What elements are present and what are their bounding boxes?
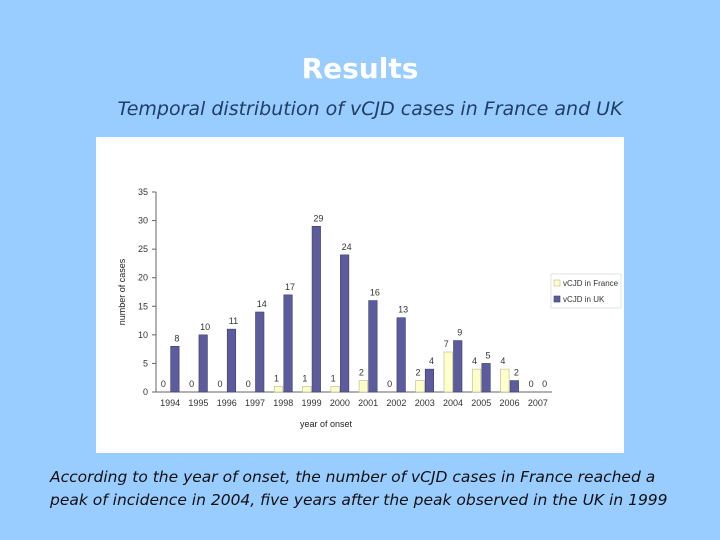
bar-uk (340, 254, 350, 393)
data-label-france: 0 (387, 379, 392, 389)
x-tick-label: 1996 (217, 398, 237, 408)
x-tick-label: 2007 (528, 398, 548, 408)
x-tick-label: 1999 (302, 398, 322, 408)
legend-label: vCJD in UK (563, 295, 605, 304)
data-label-uk: 17 (285, 282, 295, 292)
bar-france (500, 368, 510, 393)
data-label-uk: 11 (229, 316, 238, 326)
bar-uk (424, 368, 435, 393)
bar-france (273, 385, 284, 393)
data-label-uk: 5 (486, 350, 491, 360)
data-label-uk: 9 (457, 328, 462, 338)
y-tick-label: 20 (138, 273, 148, 283)
y-tick-label: 25 (138, 244, 148, 254)
data-label-uk: 10 (200, 322, 210, 332)
data-label-uk: 2 (514, 368, 519, 378)
y-tick-label: 30 (138, 216, 148, 226)
data-label-france: 1 (274, 373, 279, 383)
legend-swatch (553, 295, 561, 303)
x-tick-label: 2006 (500, 398, 520, 408)
bar-france (330, 385, 340, 393)
bar-uk (368, 300, 378, 393)
data-label-uk: 14 (257, 299, 267, 309)
bar-uk (170, 345, 180, 393)
data-label-uk: 8 (174, 333, 179, 343)
y-tick-label: 0 (143, 387, 148, 397)
legend-box (550, 273, 622, 309)
data-label-uk: 29 (313, 213, 323, 223)
bar-france (302, 385, 312, 393)
bar-uk (255, 311, 265, 393)
bar-uk (283, 294, 293, 393)
data-label-france: 0 (217, 379, 222, 389)
legend-swatch (553, 279, 561, 287)
x-tick-label: 2001 (358, 398, 378, 408)
x-tick-label: 2002 (386, 398, 406, 408)
slide-caption: According to the year of onset, the numb… (50, 468, 668, 509)
data-label-france: 0 (246, 379, 251, 389)
bar-uk (481, 363, 491, 393)
data-label-uk: 24 (342, 242, 352, 252)
data-label-france: 2 (359, 368, 364, 378)
data-label-france: 0 (529, 379, 534, 389)
x-tick-label: 1998 (273, 398, 293, 408)
bar-france (415, 380, 425, 393)
x-tick-label: 1995 (188, 398, 208, 408)
data-label-france: 1 (331, 373, 336, 383)
data-label-france: 4 (500, 356, 505, 366)
bar-uk (453, 340, 463, 393)
bar-uk (226, 328, 237, 393)
bar-france (358, 380, 368, 393)
data-label-france: 0 (189, 379, 194, 389)
y-tick-label: 35 (138, 187, 148, 197)
data-label-uk: 13 (398, 305, 408, 315)
chart-panel: 0 5 10 15 20 25 30 35 number of cases year of ons… (96, 137, 624, 453)
x-tick-label: 1994 (160, 398, 180, 408)
data-label-uk: 16 (370, 288, 380, 298)
data-label-france: 1 (302, 373, 307, 383)
x-axis-title: year of onset (300, 419, 353, 429)
legend-label: vCJD in France (563, 279, 619, 288)
slide-title: Results (301, 52, 419, 85)
bar-uk (198, 334, 208, 393)
data-label-uk: 4 (429, 356, 434, 366)
bar-uk (396, 317, 406, 393)
y-tick-label: 15 (138, 301, 148, 311)
x-tick-label: 2003 (415, 398, 435, 408)
y-axis-title: number of cases (117, 258, 127, 325)
data-label-france: 2 (415, 368, 420, 378)
bar-uk (311, 225, 321, 393)
bar-france (443, 351, 453, 393)
y-tick-label: 10 (138, 330, 148, 340)
slide-subtitle: Temporal distribution of vCJD cases in F… (117, 98, 623, 120)
data-label-france: 0 (161, 379, 166, 389)
data-label-france: 7 (444, 339, 449, 349)
bar-france (471, 368, 482, 393)
x-tick-label: 1997 (245, 398, 265, 408)
y-tick-label: 5 (143, 358, 148, 368)
data-label-france: 4 (472, 356, 477, 366)
x-tick-label: 2005 (471, 398, 491, 408)
bar-uk (509, 380, 519, 393)
x-tick-label: 2000 (330, 398, 350, 408)
x-tick-label: 2004 (443, 398, 463, 408)
data-label-uk: 0 (542, 379, 547, 389)
